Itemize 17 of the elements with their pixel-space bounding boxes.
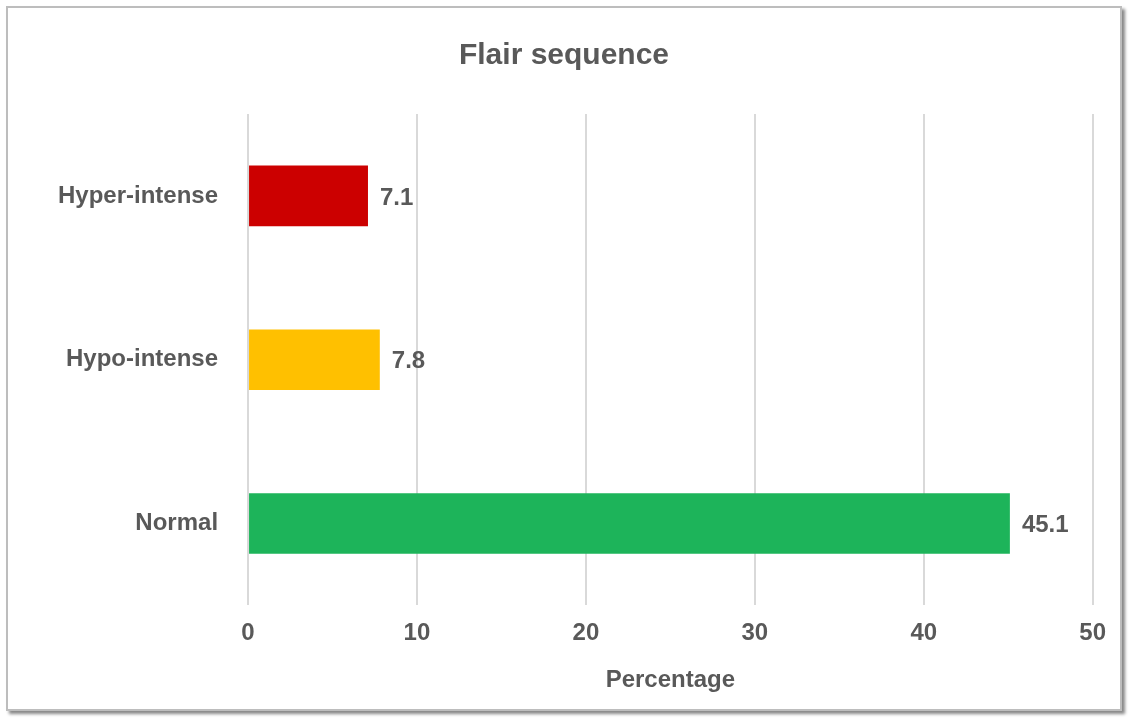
- chart-title: Flair sequence: [458, 37, 670, 71]
- x-tick-label: 40: [910, 618, 938, 646]
- x-tick-label: 20: [572, 618, 600, 646]
- x-axis-title: Percentage: [605, 665, 736, 693]
- bar: [249, 165, 368, 227]
- x-tick-label: 10: [403, 618, 431, 646]
- y-tick-label: Hypo-intense: [66, 344, 219, 372]
- bar: [249, 329, 380, 390]
- y-tick-label: Normal: [135, 508, 219, 536]
- data-label: 45.1: [1021, 510, 1069, 538]
- bar: [249, 493, 1010, 554]
- y-tick-label: Hyper-intense: [58, 180, 219, 208]
- x-tick-label: 50: [1079, 618, 1106, 646]
- data-label: 7.1: [379, 182, 414, 210]
- x-tick-label: 30: [741, 618, 769, 646]
- data-label: 7.8: [391, 346, 426, 374]
- x-tick-label: 0: [241, 618, 255, 646]
